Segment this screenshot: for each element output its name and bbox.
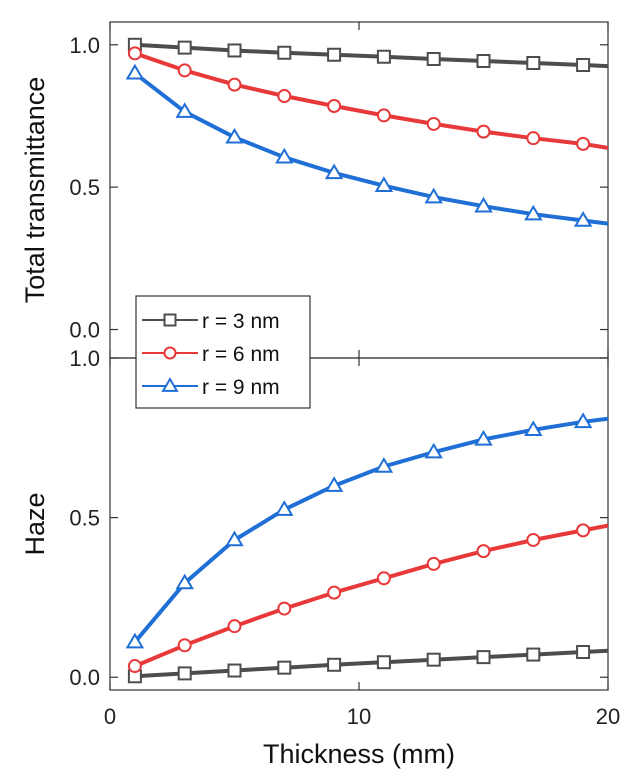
data-point <box>476 650 491 665</box>
data-point <box>324 476 344 492</box>
data-point <box>161 377 179 392</box>
data-point <box>125 63 145 80</box>
data-point <box>277 601 292 616</box>
data-point <box>426 116 441 131</box>
data-point <box>376 49 391 64</box>
data-point <box>476 54 491 69</box>
series-triangle <box>125 63 608 227</box>
data-point <box>175 573 194 590</box>
data-point <box>476 544 491 559</box>
series-circle <box>127 46 608 151</box>
data-point <box>225 127 244 144</box>
data-point <box>177 666 192 681</box>
data-point <box>374 457 394 473</box>
y-tick-label: 1.0 <box>69 33 100 58</box>
legend-label: r = 3 nm <box>202 310 280 333</box>
data-point <box>175 102 194 118</box>
data-point <box>426 52 441 67</box>
legend: r = 3 nm r = 6 nm r = 9 nm <box>135 295 311 409</box>
legend-label: r = 9 nm <box>202 376 280 399</box>
series-line <box>133 416 608 644</box>
data-point <box>376 571 391 586</box>
series-line <box>134 523 608 668</box>
data-point <box>227 77 242 92</box>
y-tick-label: 0.5 <box>69 506 100 531</box>
y-axis-title: Haze <box>20 492 50 555</box>
data-point <box>526 532 541 547</box>
data-point <box>424 187 443 204</box>
data-point <box>576 57 591 72</box>
data-point <box>163 313 177 327</box>
data-point <box>524 204 543 221</box>
y-axis-title: Total transmittance <box>20 77 50 304</box>
data-point <box>127 46 142 61</box>
data-point <box>277 660 292 675</box>
data-point <box>163 346 177 360</box>
y-tick-label: 0.0 <box>69 665 100 690</box>
x-tick-label: 10 <box>347 704 371 729</box>
data-point <box>225 530 244 547</box>
series-square <box>127 645 608 684</box>
data-point <box>474 429 493 446</box>
y-tick-label: 0.0 <box>69 318 100 343</box>
data-point <box>573 211 593 227</box>
y-tick-label: 1.0 <box>69 346 100 371</box>
data-point <box>324 163 344 180</box>
legend-label: r = 6 nm <box>202 343 280 366</box>
data-point <box>524 420 543 437</box>
series-triangle <box>125 412 608 649</box>
data-point <box>327 657 342 672</box>
data-point <box>327 47 342 62</box>
data-point <box>526 131 541 146</box>
data-point <box>277 45 292 60</box>
data-point <box>526 647 541 662</box>
data-point <box>277 89 292 104</box>
y-tick-label: 0.5 <box>69 175 100 200</box>
transmittance-panel: 0.0 0.5 1.0 Total transmittance <box>20 21 609 359</box>
data-point <box>275 147 294 164</box>
data-point <box>227 43 242 58</box>
data-point <box>426 652 441 667</box>
data-point <box>576 523 591 538</box>
data-point <box>573 412 593 429</box>
data-point <box>177 638 192 653</box>
data-point <box>476 124 491 139</box>
data-point <box>526 56 541 71</box>
data-point <box>227 619 242 634</box>
data-point <box>374 176 394 192</box>
data-point <box>227 663 242 678</box>
data-point <box>376 108 391 123</box>
data-point <box>177 63 192 78</box>
data-point <box>125 632 145 649</box>
x-axis-title: Thickness (mm) <box>263 739 455 769</box>
haze-panel: 0.0 0.5 1.0 0 10 20 Haze <box>20 346 620 729</box>
data-point <box>275 500 294 516</box>
series-circle <box>127 523 608 674</box>
x-tick-label: 0 <box>104 704 116 729</box>
data-point <box>424 442 443 459</box>
data-point <box>576 136 591 151</box>
data-point <box>474 196 493 213</box>
series-line <box>133 71 608 226</box>
data-point <box>426 556 441 571</box>
data-point <box>576 645 591 660</box>
data-point <box>177 40 192 55</box>
data-point <box>327 585 342 600</box>
data-point <box>127 659 142 674</box>
data-point <box>376 655 391 670</box>
data-point <box>327 99 342 113</box>
series-square <box>127 37 608 72</box>
x-tick-label: 20 <box>596 704 620 729</box>
